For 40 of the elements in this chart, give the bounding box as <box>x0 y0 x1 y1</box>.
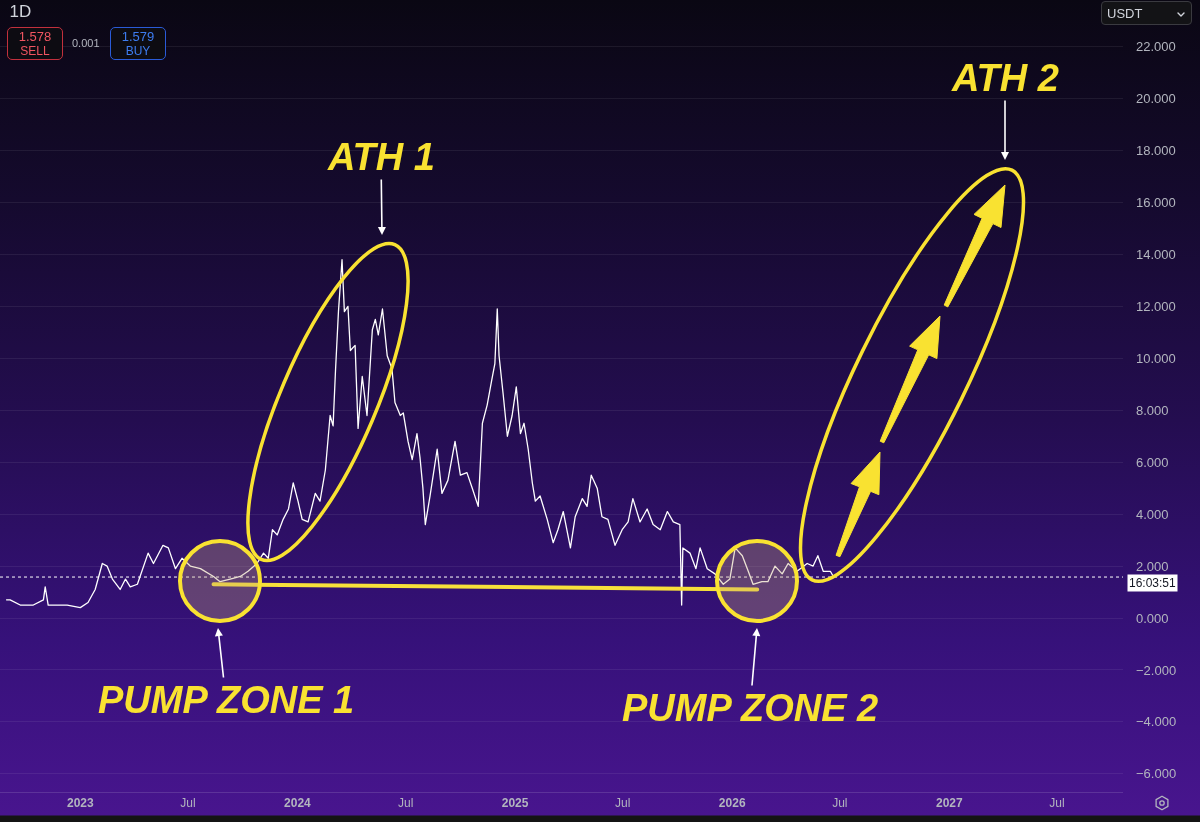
annotation: 0.001 <box>72 37 100 49</box>
y-tick-label: −6.000 <box>1136 766 1177 782</box>
y-tick-label: 6.000 <box>1136 454 1169 470</box>
x-tick-label: 2023 <box>66 796 94 811</box>
annotation: 1.578 <box>17 29 53 44</box>
currency-dropdown: USDT <box>1101 1 1192 25</box>
x-tick-label: Jul <box>180 796 196 811</box>
x-tick-label: 2026 <box>718 796 746 811</box>
y-tick-label: −4.000 <box>1136 714 1177 730</box>
x-tick-label: 2027 <box>935 796 963 811</box>
y-tick-label: 20.000 <box>1136 91 1176 107</box>
annotation: SELL <box>19 44 51 58</box>
chart-title: 1D <box>9 1 32 21</box>
y-tick-label: 4.000 <box>1136 506 1169 522</box>
x-tick-label: Jul <box>1049 796 1065 811</box>
y-tick-label: 10.000 <box>1136 350 1176 366</box>
y-tick-label: 8.000 <box>1136 402 1169 418</box>
annotation: PUMP ZONE 2 <box>622 687 879 729</box>
y-tick-label: 2.000 <box>1136 558 1169 574</box>
text: 16:03:51 <box>1129 576 1177 590</box>
annotation: 1.579 <box>120 29 156 44</box>
x-tick-label: 2025 <box>501 796 529 811</box>
buy-button: 1.579 BUY <box>110 27 166 60</box>
annotation: USDT <box>1107 6 1143 21</box>
y-tick-label: 22.000 <box>1136 39 1176 55</box>
y-tick-label: 16.000 <box>1136 195 1176 211</box>
x-tick-label: Jul <box>832 796 848 811</box>
annotation: BUY <box>124 44 152 58</box>
y-tick-label: −2.000 <box>1136 662 1177 678</box>
y-tick-label: 18.000 <box>1136 143 1176 159</box>
annotation: PUMP ZONE 1 <box>98 679 355 721</box>
x-tick-label: Jul <box>615 796 631 811</box>
y-tick-label: 12.000 <box>1136 298 1176 314</box>
annotation: ATH 1 <box>327 136 435 178</box>
sell-button: 1.578 SELL <box>7 27 63 60</box>
y-tick-label: 0.000 <box>1136 610 1169 626</box>
x-tick-label: 2024 <box>284 796 312 811</box>
annotation: ATH 2 <box>951 57 1059 99</box>
y-tick-label: 14.000 <box>1136 247 1176 263</box>
x-tick-label: Jul <box>397 796 414 811</box>
